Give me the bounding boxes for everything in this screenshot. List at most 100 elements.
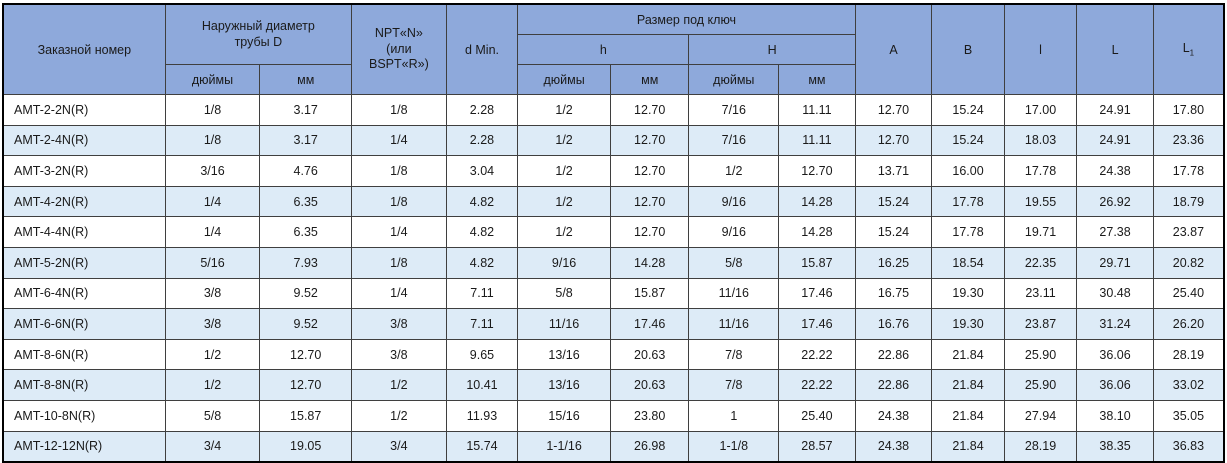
order-number-cell: AMT-8-6N(R) — [2, 338, 166, 371]
table-row: AMT-4-4N(R) 1/4 6.35 1/4 4.82 1/2 12.70 9/16 14.… — [2, 216, 1225, 248]
value-cell: 14.28 — [609, 246, 690, 279]
value-cell: 21.84 — [931, 338, 1005, 371]
value-cell: 29.71 — [1076, 246, 1154, 279]
npt-line-1: NPT«N» — [374, 26, 423, 41]
col-header-diameter-inches: дюймы — [164, 64, 261, 95]
value-cell: 3.17 — [259, 124, 353, 157]
value-cell: 11.93 — [445, 399, 519, 432]
l1-subscript: 1 — [1189, 48, 1195, 58]
col-header-order-number: Заказной номер — [2, 3, 166, 95]
value-cell: 27.94 — [1003, 399, 1078, 432]
value-cell: 3/4 — [164, 430, 261, 463]
order-number-cell: AMT-4-4N(R) — [2, 216, 166, 248]
value-cell: 1-1/8 — [688, 430, 780, 463]
value-cell: 22.86 — [854, 369, 933, 401]
value-cell: 1/2 — [517, 124, 611, 157]
value-cell: 28.19 — [1003, 430, 1078, 463]
value-cell: 15.87 — [778, 246, 856, 279]
value-cell: 1/2 — [517, 94, 611, 126]
value-cell: 3/8 — [164, 308, 261, 340]
value-cell: 18.54 — [931, 246, 1005, 279]
value-cell: 9.52 — [259, 277, 353, 310]
value-cell: 22.86 — [854, 338, 933, 371]
value-cell: 12.70 — [259, 369, 353, 401]
order-number-cell: AMT-5-2N(R) — [2, 246, 166, 279]
value-cell: 11/16 — [688, 277, 780, 310]
value-cell: 2.28 — [445, 124, 519, 157]
value-cell: 19.71 — [1003, 216, 1078, 248]
table-row: AMT-6-4N(R) 3/8 9.52 1/4 7.11 5/8 15.87 11/16 17… — [2, 277, 1225, 310]
value-cell: 12.70 — [609, 185, 690, 218]
value-cell: 26.92 — [1076, 185, 1154, 218]
value-cell: 28.57 — [778, 430, 856, 463]
value-cell: 23.80 — [609, 399, 690, 432]
value-cell: 14.28 — [778, 216, 856, 248]
col-header-h-big: H — [688, 34, 856, 65]
col-header-h-mm: мм — [609, 64, 690, 95]
value-cell: 11/16 — [517, 308, 611, 340]
value-cell: 24.38 — [854, 399, 933, 432]
value-cell: 12.70 — [609, 94, 690, 126]
value-cell: 1/2 — [688, 155, 780, 187]
order-number-cell: AMT-2-2N(R) — [2, 94, 166, 126]
order-number-cell: AMT-3-2N(R) — [2, 155, 166, 187]
value-cell: 20.82 — [1152, 246, 1225, 279]
value-cell: 3/4 — [351, 430, 447, 463]
value-cell: 9/16 — [517, 246, 611, 279]
value-cell: 25.40 — [778, 399, 856, 432]
col-header-b: B — [931, 3, 1005, 95]
value-cell: 3/16 — [164, 155, 261, 187]
value-cell: 24.38 — [854, 430, 933, 463]
table-row: AMT-4-2N(R) 1/4 6.35 1/8 4.82 1/2 12.70 9/16 14.… — [2, 185, 1225, 218]
value-cell: 15.24 — [854, 185, 933, 218]
value-cell: 6.35 — [259, 185, 353, 218]
table-row: AMT-6-6N(R) 3/8 9.52 3/8 7.11 11/16 17.46 11/16… — [2, 308, 1225, 340]
value-cell: 1/2 — [351, 369, 447, 401]
npt-line-2: (или — [386, 41, 412, 56]
value-cell: 17.46 — [609, 308, 690, 340]
value-cell: 24.38 — [1076, 155, 1154, 187]
value-cell: 15.74 — [445, 430, 519, 463]
col-header-a: A — [854, 3, 933, 95]
value-cell: 25.40 — [1152, 277, 1225, 310]
value-cell: 4.82 — [445, 216, 519, 248]
value-cell: 30.48 — [1076, 277, 1154, 310]
value-cell: 1/8 — [351, 94, 447, 126]
table-row: AMT-2-2N(R) 1/8 3.17 1/8 2.28 1/2 12.70 7/16 11.… — [2, 94, 1225, 126]
table-row: AMT-10-8N(R) 5/8 15.87 1/2 11.93 15/16 23.80 1 2… — [2, 399, 1225, 432]
value-cell: 21.84 — [931, 399, 1005, 432]
col-header-diameter-mm: мм — [259, 64, 353, 95]
value-cell: 23.87 — [1152, 216, 1225, 248]
value-cell: 1/4 — [351, 216, 447, 248]
value-cell: 1/4 — [164, 216, 261, 248]
value-cell: 17.78 — [1152, 155, 1225, 187]
value-cell: 36.06 — [1076, 369, 1154, 401]
value-cell: 22.35 — [1003, 246, 1078, 279]
value-cell: 14.28 — [778, 185, 856, 218]
value-cell: 22.22 — [778, 369, 856, 401]
table-row: AMT-3-2N(R) 3/16 4.76 1/8 3.04 1/2 12.70 1/2 12.… — [2, 155, 1225, 187]
value-cell: 17.78 — [1003, 155, 1078, 187]
value-cell: 9.65 — [445, 338, 519, 371]
col-header-outer-diameter: Наружный диаметр трубы D — [164, 3, 353, 65]
value-cell: 13/16 — [517, 369, 611, 401]
order-number-cell: AMT-6-6N(R) — [2, 308, 166, 340]
value-cell: 25.90 — [1003, 338, 1078, 371]
value-cell: 11.11 — [778, 94, 856, 126]
value-cell: 22.22 — [778, 338, 856, 371]
header-row-3: дюймы мм дюймы мм дюймы мм — [3, 64, 1224, 95]
value-cell: 1/2 — [517, 185, 611, 218]
value-cell: 5/8 — [164, 399, 261, 432]
value-cell: 20.63 — [609, 369, 690, 401]
value-cell: 21.84 — [931, 430, 1005, 463]
value-cell: 1-1/16 — [517, 430, 611, 463]
value-cell: 19.55 — [1003, 185, 1078, 218]
value-cell: 17.78 — [931, 185, 1005, 218]
value-cell: 21.84 — [931, 369, 1005, 401]
value-cell: 19.05 — [259, 430, 353, 463]
value-cell: 12.70 — [609, 216, 690, 248]
value-cell: 4.76 — [259, 155, 353, 187]
value-cell: 1/2 — [517, 216, 611, 248]
table-row: AMT-8-6N(R) 1/2 12.70 3/8 9.65 13/16 20.63 7/8 2… — [2, 338, 1225, 371]
